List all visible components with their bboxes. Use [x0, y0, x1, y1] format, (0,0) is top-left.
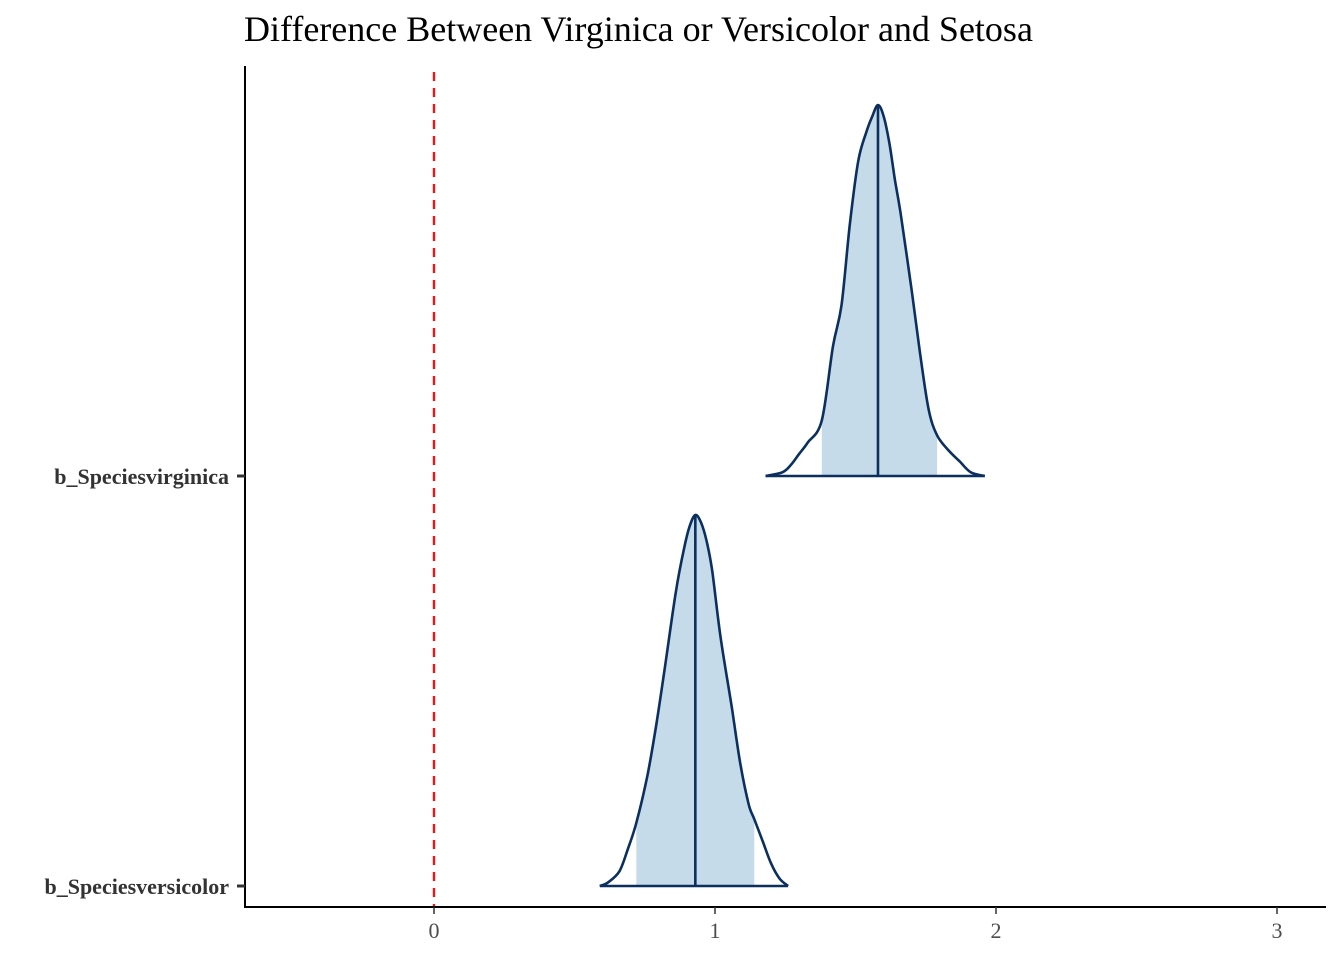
y-tick-label: b_Speciesvirginica — [54, 464, 229, 489]
series-b-speciesvirginica — [765, 103, 986, 478]
plot-area — [432, 72, 986, 907]
interval-area — [821, 106, 937, 476]
y-tick-label: b_Speciesversicolor — [44, 874, 229, 899]
x-tick-label: 0 — [429, 918, 440, 943]
x-tick-label: 3 — [1272, 918, 1283, 943]
density-curve — [599, 513, 789, 888]
chart-title: Difference Between Virginica or Versicol… — [244, 9, 1033, 49]
x-tick-label: 1 — [710, 918, 721, 943]
axis-layer: b_Speciesvirginica b_Speciesversicolor 0 1 2… — [44, 464, 1282, 943]
series-b-speciesversicolor — [599, 513, 789, 888]
x-tick-label: 2 — [991, 918, 1002, 943]
